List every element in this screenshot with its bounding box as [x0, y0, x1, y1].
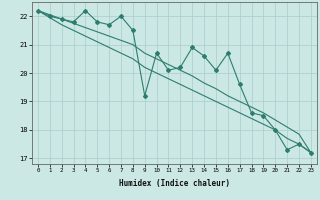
X-axis label: Humidex (Indice chaleur): Humidex (Indice chaleur) [119, 179, 230, 188]
